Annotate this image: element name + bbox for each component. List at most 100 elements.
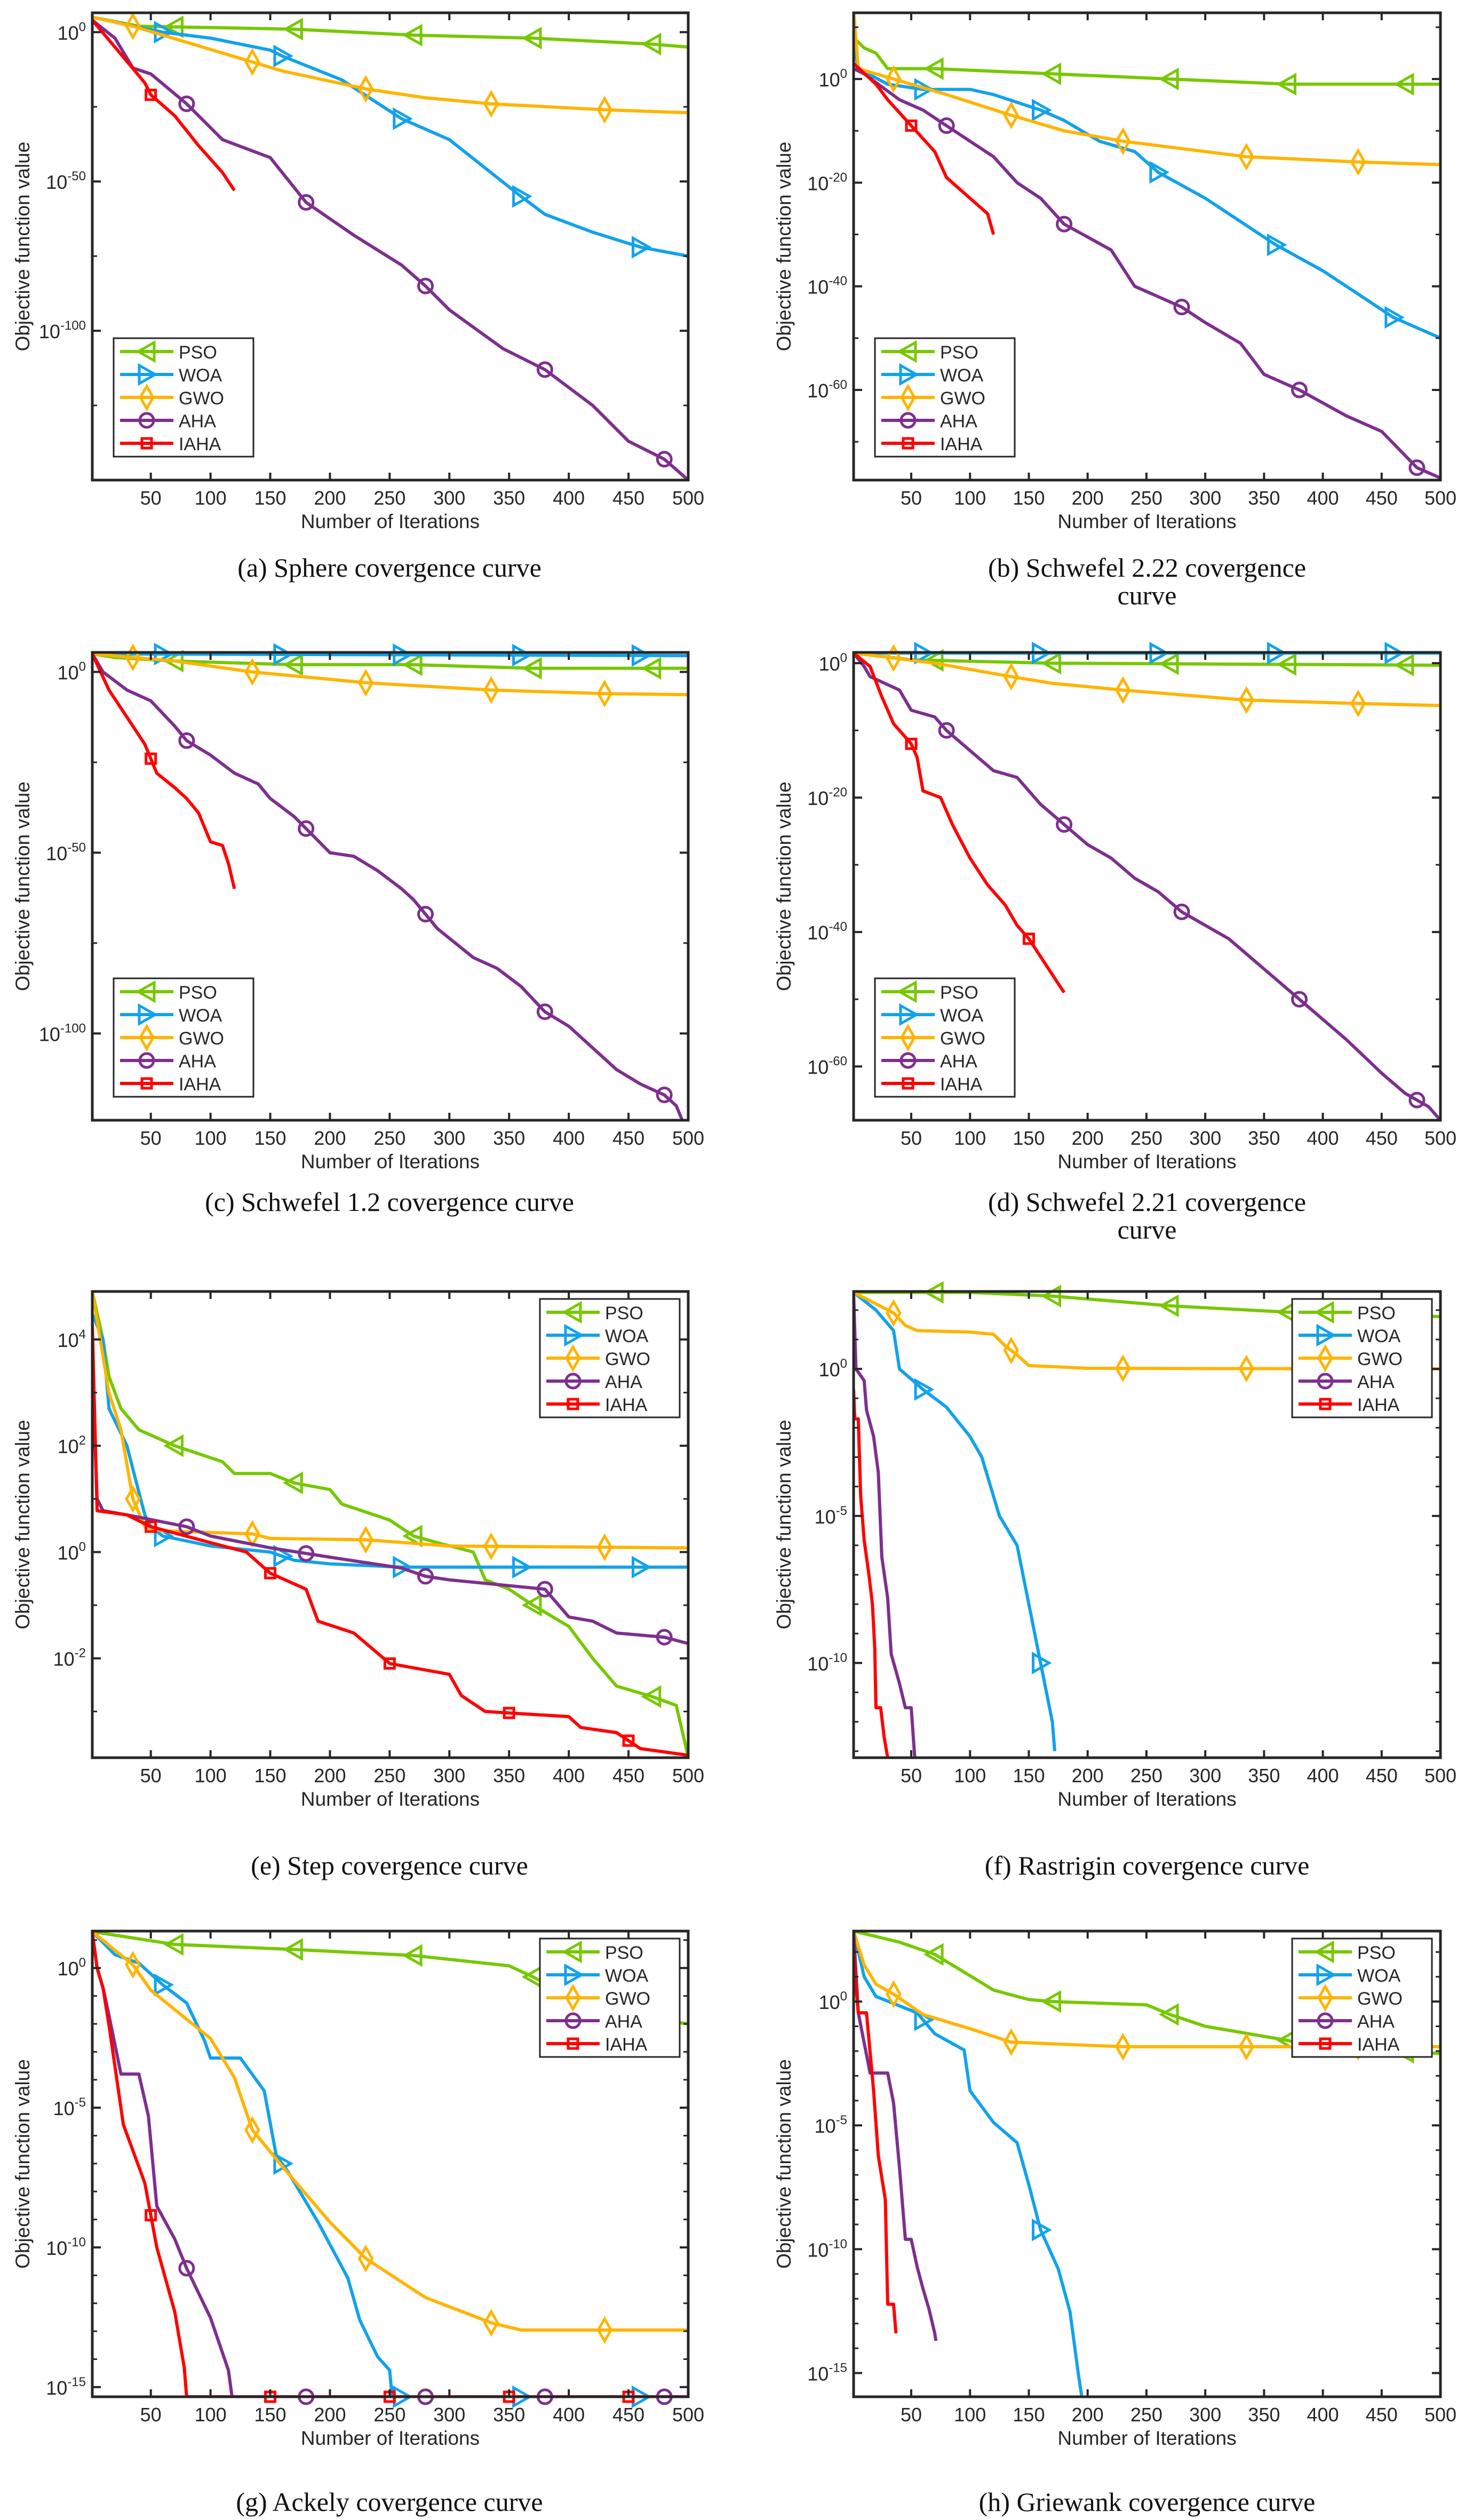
y-tick-label: 10-100 (39, 1021, 86, 1045)
x-tick-label: 350 (1248, 487, 1280, 509)
y-tick-label: 104 (58, 1327, 86, 1351)
x-tick-label: 450 (1366, 487, 1398, 509)
marker-aha (656, 1087, 673, 1104)
marker-aha (938, 117, 955, 134)
y-tick-base: 10 (807, 922, 829, 944)
legend-marker-iaha (1319, 1398, 1332, 1410)
series-line-iaha (92, 1323, 688, 1757)
x-tick-label: 450 (1366, 1765, 1398, 1787)
marker-gwo (886, 1980, 902, 2008)
legend-label-pso: PSO (179, 342, 217, 363)
y-tick-base: 10 (807, 1653, 829, 1674)
x-tick-label: 150 (254, 1765, 286, 1787)
x-tick-label: 500 (1424, 487, 1456, 509)
y-axis-label: Objective function value (773, 1420, 795, 1630)
x-axis-label: Number of Iterations (301, 511, 480, 532)
y-tick-base: 10 (58, 1542, 79, 1564)
marker-pso (283, 1938, 303, 1961)
x-tick-label: 150 (1013, 1765, 1045, 1787)
x-tick-label: 450 (612, 487, 644, 509)
caption-f: (f) Rastrigin covergence curve (984, 1851, 1310, 1880)
y-tick-exponent: -40 (829, 274, 847, 289)
marker-gwo (483, 676, 499, 704)
y-tick-base: 10 (53, 1648, 75, 1670)
legend-label-aha: AHA (940, 411, 977, 432)
x-tick-label: 50 (140, 1127, 162, 1149)
marker-woa (512, 643, 532, 667)
legend-marker-aha (138, 1052, 155, 1069)
marker-aha (938, 722, 955, 739)
x-tick-label: 300 (433, 1127, 465, 1149)
x-tick-label: 300 (433, 487, 465, 509)
legend-marker-pso (896, 980, 917, 1003)
y-tick-exponent: -100 (60, 318, 86, 333)
y-tick-base: 10 (807, 2239, 829, 2261)
y-tick-label: 10-60 (807, 1054, 847, 1078)
marker-woa (273, 1544, 293, 1568)
y-tick-label: 100 (58, 20, 86, 44)
y-tick-base: 10 (58, 22, 79, 44)
chart-panel-d: 50 100 150 200 250 300 350 400 450 50010010-2010-… (773, 641, 1456, 1173)
marker-gwo (596, 680, 613, 708)
legend-label-iaha: IAHA (940, 1074, 983, 1095)
series-line-woa (92, 1931, 688, 2397)
legend-marker-aha (138, 412, 155, 429)
chart-panel-f: 50 100 150 200 250 300 350 400 450 50010010-510-1… (773, 1281, 1456, 1810)
legend-marker-woa (138, 363, 158, 386)
legend-marker-aha (564, 2012, 582, 2029)
marker-pso (923, 57, 944, 80)
x-tick-label: 500 (672, 1127, 704, 1149)
legend-label-aha: AHA (605, 2012, 642, 2032)
series-line-gwo (854, 652, 1440, 707)
legend-label-gwo: GWO (179, 1028, 224, 1049)
legend-marker-gwo (139, 383, 155, 412)
marker-aha (298, 194, 315, 211)
marker-woa (631, 236, 652, 259)
x-tick-label: 150 (254, 2404, 286, 2426)
y-tick-base: 10 (53, 2098, 75, 2119)
legend-label-iaha: IAHA (605, 1395, 648, 1415)
legend-label-pso: PSO (1357, 1303, 1396, 1323)
marker-aha (1408, 1091, 1426, 1109)
legend-label-aha: AHA (1357, 1372, 1395, 1392)
marker-gwo (483, 90, 499, 118)
x-tick-label: 200 (314, 2404, 346, 2426)
marker-pso (1276, 73, 1296, 96)
legend-marker-woa (899, 363, 920, 386)
marker-pso (402, 1525, 423, 1548)
marker-woa (914, 78, 935, 101)
marker-woa (512, 1556, 532, 1579)
x-tick-label: 450 (1366, 2404, 1398, 2426)
y-tick-exponent: 0 (840, 67, 847, 81)
x-tick-label: 350 (1248, 1127, 1280, 1149)
legend-marker-iaha (567, 1398, 579, 1410)
marker-woa (631, 644, 652, 667)
x-tick-label: 200 (1072, 1765, 1104, 1787)
y-tick-exponent: -50 (67, 169, 86, 184)
series-line-iaha (92, 19, 236, 192)
marker-pso (163, 1933, 184, 1956)
y-axis-label: Objective function value (12, 1420, 34, 1630)
legend-label-gwo: GWO (179, 388, 224, 409)
y-tick-label: 102 (58, 1433, 86, 1457)
legend-label-pso: PSO (940, 342, 978, 363)
marker-iaha (622, 1734, 635, 1747)
y-tick-exponent: -2 (75, 1646, 86, 1661)
legend-label-woa: WOA (605, 1966, 649, 1986)
marker-pso (1041, 1990, 1062, 2013)
marker-aha (178, 732, 195, 749)
marker-aha (298, 1545, 315, 1562)
y-tick-base: 10 (46, 842, 67, 864)
marker-woa (393, 643, 413, 666)
marker-iaha (145, 752, 157, 765)
marker-woa (393, 107, 413, 130)
x-tick-label: 250 (1130, 1765, 1163, 1787)
y-tick-exponent: 0 (79, 1956, 86, 1970)
x-tick-label: 400 (1307, 1127, 1339, 1149)
marker-aha (536, 1581, 553, 1598)
y-axis-label: Objective function value (12, 2059, 34, 2269)
